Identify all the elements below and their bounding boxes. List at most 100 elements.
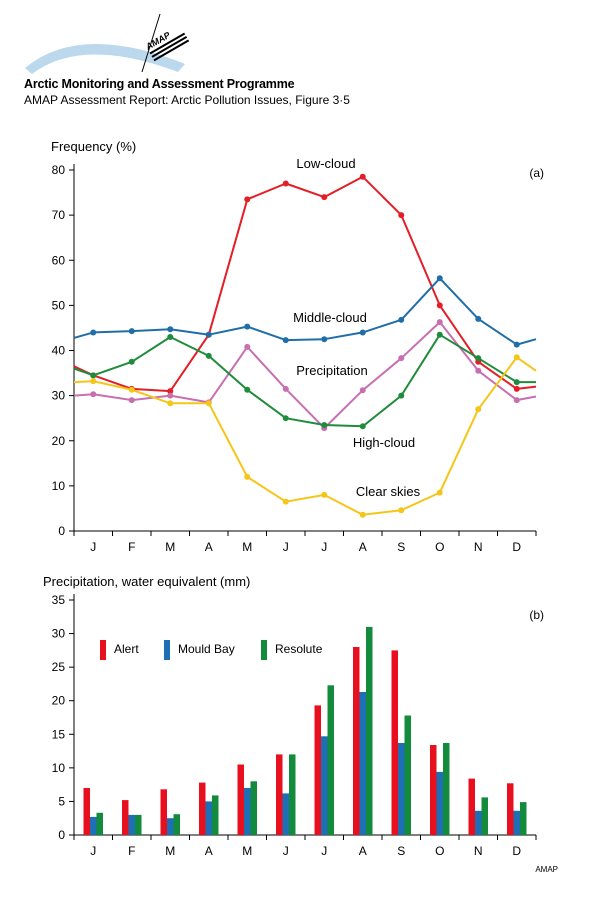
org-title: Arctic Monitoring and Assessment Program…: [24, 77, 295, 91]
bar: [237, 764, 244, 835]
data-point: [90, 378, 97, 385]
data-point: [321, 194, 328, 201]
y-tick-label: 10: [52, 761, 66, 775]
bar: [276, 754, 283, 835]
data-point: [436, 331, 443, 338]
series-line: [73, 321, 537, 430]
bar: [90, 816, 97, 835]
data-point: [321, 336, 328, 343]
bar: [353, 647, 360, 835]
y-tick-label: 40: [52, 344, 66, 358]
x-tick-label: O: [435, 540, 444, 554]
x-tick-label: F: [128, 540, 135, 554]
data-point: [167, 392, 174, 399]
series-line: [73, 333, 536, 428]
data-point: [475, 406, 482, 413]
data-point: [398, 355, 405, 362]
data-point: [282, 415, 289, 422]
bar: [289, 754, 296, 835]
panel-label-a: (a): [529, 166, 544, 180]
bar: [314, 705, 321, 835]
x-tick-label: F: [128, 844, 135, 858]
x-tick-label: A: [205, 540, 213, 554]
y-tick-label: 80: [52, 163, 66, 177]
data-point: [359, 511, 366, 518]
data-point: [205, 331, 212, 338]
data-point: [244, 386, 251, 393]
y-tick-label: 0: [58, 524, 65, 538]
bar: [173, 814, 180, 835]
bar: [507, 783, 514, 835]
bar: [321, 736, 328, 835]
panel-label-b: (b): [529, 608, 544, 622]
data-point: [359, 387, 366, 394]
data-point: [128, 386, 135, 393]
data-point: [359, 423, 366, 430]
data-point: [436, 489, 443, 496]
data-point: [282, 337, 289, 344]
x-tick-label: N: [474, 844, 483, 858]
x-tick-label: D: [512, 844, 521, 858]
y-tick-label: 15: [52, 727, 66, 741]
bar: [391, 650, 398, 835]
data-point: [436, 302, 443, 309]
y-tick-label: 25: [52, 660, 66, 674]
y-tick-label: 60: [52, 253, 66, 267]
x-tick-label: M: [242, 844, 252, 858]
series-line: [73, 277, 537, 346]
chart-panel-a: 0 10 20 30 40 50 60 70 80 J F M A M J J A S O N D Frequency (…: [51, 139, 544, 554]
logo-arc: [25, 43, 185, 74]
data-point: [244, 343, 251, 350]
data-point: [513, 397, 520, 404]
data-point: [513, 341, 520, 348]
legend-swatch: [261, 640, 267, 660]
y-tick-label: 35: [52, 593, 66, 607]
x-tick-label: N: [474, 540, 483, 554]
data-point: [167, 400, 174, 407]
logo-slash: [141, 13, 161, 73]
bar: [475, 810, 482, 835]
amap-logo: AMAP: [25, 13, 190, 74]
bar: [436, 771, 443, 835]
x-tick-label: J: [321, 540, 327, 554]
series-label: Middle-cloud: [293, 310, 367, 325]
bar: [398, 743, 405, 835]
bar: [250, 781, 257, 835]
x-tick-label: S: [397, 844, 405, 858]
data-point: [398, 507, 405, 514]
data-point: [282, 385, 289, 392]
data-point: [513, 379, 520, 386]
y-axis-title-a: Frequency (%): [51, 139, 136, 154]
data-point: [90, 391, 97, 398]
bar: [212, 795, 219, 835]
bar: [430, 745, 437, 835]
report-subtitle: AMAP Assessment Report: Arctic Pollution…: [24, 93, 350, 107]
bar: [443, 743, 450, 835]
data-point: [513, 385, 520, 392]
bar: [359, 692, 366, 835]
data-point: [321, 421, 328, 428]
data-point: [282, 498, 289, 505]
x-tick-label: J: [283, 844, 289, 858]
data-point: [205, 352, 212, 359]
y-tick-label: 0: [58, 828, 65, 842]
x-tick-label: S: [397, 540, 405, 554]
data-point: [398, 392, 405, 399]
bar: [327, 685, 334, 835]
y-tick-label: 20: [52, 694, 66, 708]
bar: [199, 782, 206, 835]
x-tick-label: M: [165, 540, 175, 554]
data-point: [282, 180, 289, 187]
y-axis-title-b: Precipitation, water equivalent (mm): [43, 574, 250, 589]
series-line: [73, 175, 537, 393]
data-point: [244, 473, 251, 480]
x-tick-label: M: [242, 540, 252, 554]
data-point: [475, 355, 482, 362]
bar: [468, 778, 475, 835]
bar: [135, 814, 142, 835]
data-point: [244, 196, 251, 203]
data-point: [359, 173, 366, 180]
y-tick-label: 30: [52, 627, 66, 641]
legend-label: Mould Bay: [178, 642, 235, 656]
series-label: High-cloud: [353, 435, 415, 450]
